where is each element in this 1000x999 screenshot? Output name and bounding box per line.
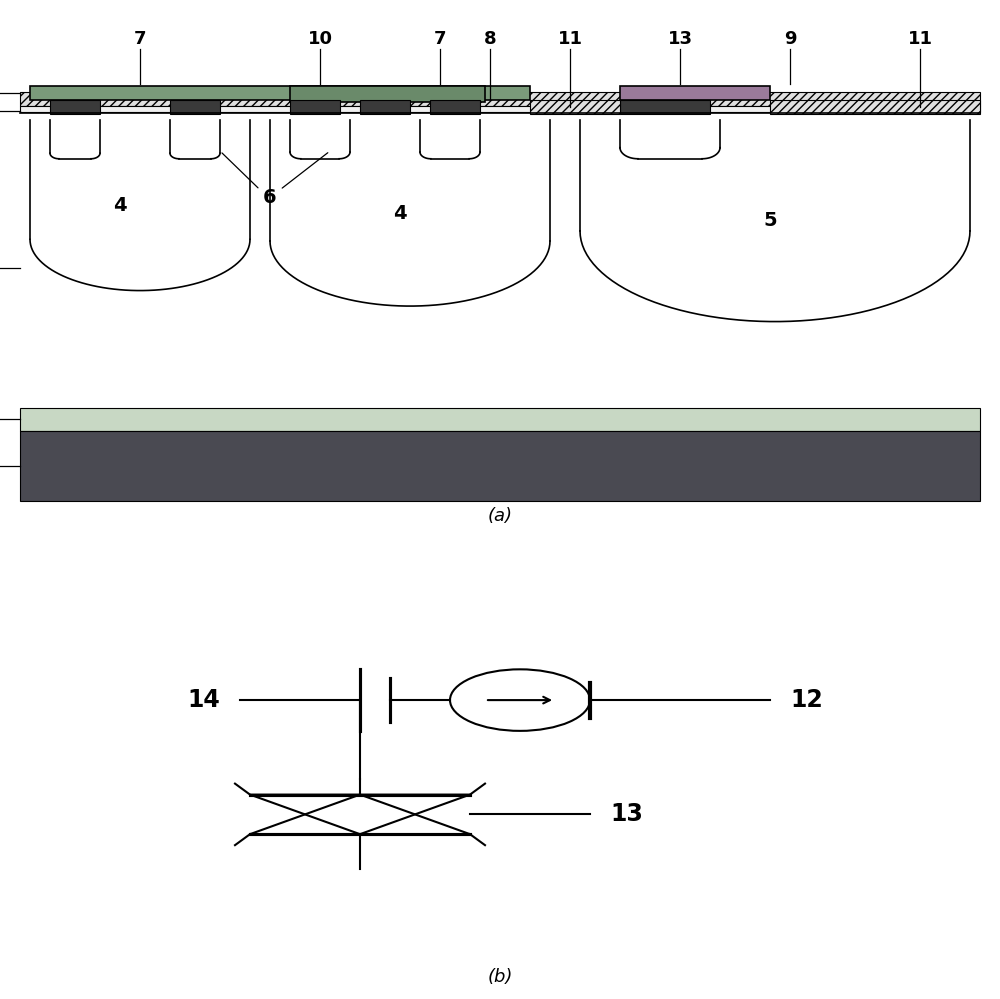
- Text: 8: 8: [484, 30, 496, 48]
- Text: 13: 13: [610, 802, 643, 826]
- Text: 9: 9: [784, 30, 796, 48]
- Bar: [360, 100, 410, 114]
- Text: (b): (b): [487, 968, 513, 986]
- Bar: [20, 431, 980, 500]
- Bar: [620, 86, 770, 100]
- Bar: [770, 100, 980, 114]
- Bar: [290, 100, 340, 114]
- Text: 14: 14: [187, 688, 220, 712]
- Text: 4: 4: [393, 204, 407, 223]
- Text: 12: 12: [790, 688, 823, 712]
- Text: 13: 13: [668, 30, 692, 48]
- Text: 4: 4: [113, 196, 127, 215]
- Bar: [620, 100, 710, 114]
- Bar: [20, 106, 980, 112]
- Bar: [50, 100, 100, 114]
- Bar: [430, 100, 480, 114]
- Text: 10: 10: [308, 30, 332, 48]
- Bar: [290, 86, 485, 102]
- Bar: [20, 113, 980, 408]
- Bar: [30, 86, 530, 100]
- Bar: [170, 100, 220, 114]
- Bar: [20, 408, 980, 431]
- Text: 11: 11: [558, 30, 582, 48]
- Text: 5: 5: [763, 212, 777, 231]
- Text: 7: 7: [434, 30, 446, 48]
- Text: 6: 6: [263, 188, 277, 207]
- Text: (a): (a): [488, 507, 512, 525]
- Text: 11: 11: [908, 30, 932, 48]
- Bar: [20, 92, 980, 106]
- Bar: [530, 100, 620, 114]
- Text: 7: 7: [134, 30, 146, 48]
